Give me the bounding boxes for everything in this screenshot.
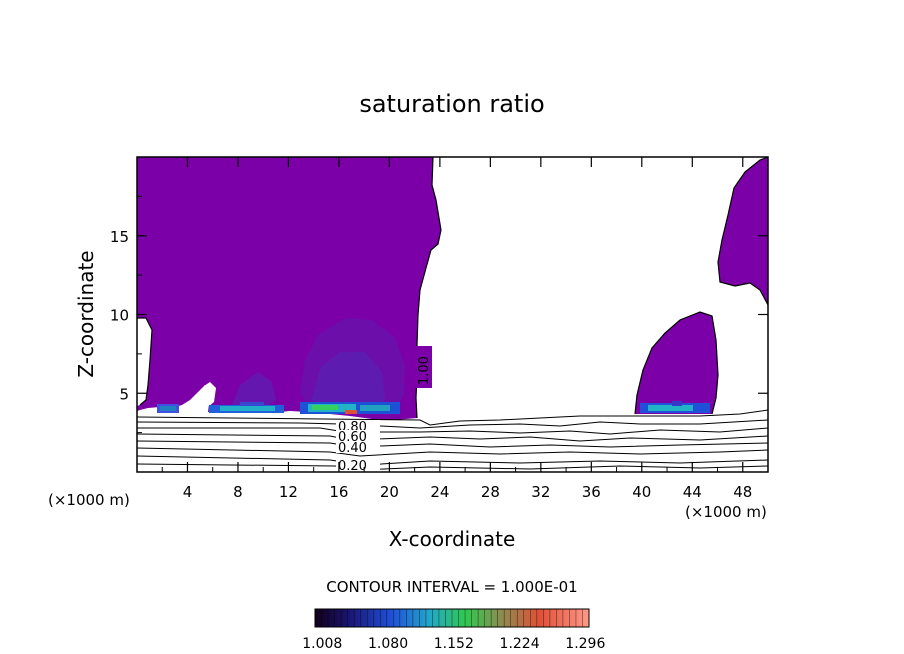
contour-label: 0.40 [338,441,367,456]
colorbar-tick-label: 1.224 [500,636,540,652]
inner-patch [312,352,385,412]
y-axis: 5 10 15 [110,195,768,434]
supersaturated-region-upper-right [718,157,768,305]
y-tick-label: 15 [110,228,129,246]
y-tick-label: 5 [119,385,129,403]
colorbar-tick-label: 1.008 [302,636,342,652]
colorbar-stripes [321,609,583,627]
colorbar-tick-label: 1.296 [565,636,605,652]
y-tick-label: 10 [110,307,129,325]
x-unit-label-left: (×1000 m) [48,491,130,509]
x-tick-label: 20 [380,483,399,501]
x-tick-label: 40 [632,483,651,501]
colorbar-tick-label: 1.080 [368,636,408,652]
supersaturated-region-right [635,312,718,414]
cloud-base-detail [157,401,710,414]
contour-lines [137,409,768,471]
x-axis-label: X-coordinate [389,527,516,551]
x-tick-label: 24 [430,483,449,501]
x-tick-label: 48 [733,483,752,501]
gap [200,382,216,407]
x-tick-label: 4 [183,483,193,501]
x-tick-label: 28 [481,483,500,501]
contour-interval-label: CONTOUR INTERVAL = 1.000E-01 [326,578,577,596]
colorbar-ticks: 1.008 1.080 1.152 1.224 1.296 [302,636,605,652]
inner-patch [232,372,276,410]
chart-title: saturation ratio [359,90,544,118]
x-tick-label: 36 [582,483,601,501]
contour-label: 0.20 [338,459,367,474]
x-tick-label: 44 [683,483,702,501]
colorbar-tick-label: 1.152 [434,636,474,652]
x-tick-label: 12 [279,483,298,501]
plot-area [137,157,768,471]
x-tick-label: 32 [531,483,550,501]
gap [137,318,152,406]
x-tick-label: 8 [233,483,243,501]
x-axis: 4 8 12 16 20 24 28 32 36 40 44 48 [161,157,752,501]
x-unit-label-right: (×1000 m) [685,503,767,521]
y-axis-label: Z-coordinate [74,250,98,377]
contour-labels: 1.00 0.80 0.60 0.40 0.20 [336,346,432,474]
x-tick-label: 16 [329,483,348,501]
contour-label: 1.00 [417,356,432,385]
